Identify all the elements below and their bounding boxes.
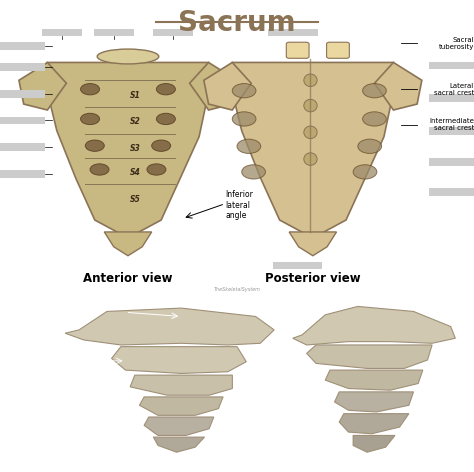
- Text: S4: S4: [130, 168, 140, 177]
- Ellipse shape: [232, 112, 256, 126]
- Polygon shape: [65, 308, 274, 345]
- Ellipse shape: [90, 164, 109, 175]
- Polygon shape: [144, 417, 214, 436]
- Text: Anterior view: Anterior view: [83, 271, 173, 285]
- FancyBboxPatch shape: [268, 28, 318, 36]
- FancyBboxPatch shape: [0, 90, 45, 98]
- Ellipse shape: [147, 164, 166, 175]
- Text: Intermediate
sacral crest: Intermediate sacral crest: [429, 118, 474, 131]
- FancyBboxPatch shape: [429, 188, 474, 196]
- Ellipse shape: [363, 112, 386, 126]
- Text: Sacrum: Sacrum: [178, 9, 296, 37]
- Polygon shape: [325, 370, 423, 390]
- FancyBboxPatch shape: [286, 42, 309, 58]
- Polygon shape: [154, 437, 204, 452]
- Ellipse shape: [81, 84, 100, 95]
- Text: S1: S1: [130, 91, 140, 100]
- Polygon shape: [232, 62, 393, 238]
- Ellipse shape: [304, 99, 317, 112]
- Text: Cx-2: Cx-2: [61, 377, 78, 386]
- FancyBboxPatch shape: [327, 42, 349, 58]
- FancyBboxPatch shape: [429, 94, 474, 102]
- Ellipse shape: [232, 84, 256, 98]
- Polygon shape: [307, 345, 432, 369]
- Polygon shape: [289, 232, 337, 256]
- FancyBboxPatch shape: [94, 28, 134, 36]
- Polygon shape: [190, 62, 237, 110]
- Text: S3: S3: [130, 144, 140, 153]
- Polygon shape: [293, 306, 456, 345]
- Text: Cx-4: Cx-4: [61, 418, 78, 427]
- Ellipse shape: [363, 84, 386, 98]
- FancyBboxPatch shape: [0, 170, 45, 178]
- FancyBboxPatch shape: [0, 42, 45, 50]
- Polygon shape: [130, 375, 232, 395]
- Ellipse shape: [156, 84, 175, 95]
- Ellipse shape: [97, 49, 159, 64]
- FancyBboxPatch shape: [429, 158, 474, 166]
- FancyBboxPatch shape: [153, 28, 193, 36]
- Text: Sacral
tuberosity: Sacral tuberosity: [438, 37, 474, 50]
- Ellipse shape: [156, 113, 175, 125]
- Text: Cx-3: Cx-3: [61, 398, 78, 407]
- Polygon shape: [139, 397, 223, 415]
- Text: Cx-1: Cx-1: [61, 356, 78, 365]
- Polygon shape: [104, 232, 152, 256]
- Polygon shape: [374, 62, 422, 110]
- Polygon shape: [47, 62, 209, 238]
- Polygon shape: [335, 392, 413, 412]
- Ellipse shape: [353, 165, 377, 179]
- Polygon shape: [111, 346, 246, 373]
- FancyBboxPatch shape: [429, 61, 474, 69]
- Text: TheSkeletalSystem: TheSkeletalSystem: [214, 287, 260, 293]
- FancyBboxPatch shape: [42, 28, 82, 36]
- Ellipse shape: [81, 113, 100, 125]
- Text: S2: S2: [130, 118, 140, 126]
- Text: sacral
articulation: sacral articulation: [78, 298, 118, 311]
- Text: S5: S5: [130, 195, 140, 204]
- Ellipse shape: [304, 126, 317, 139]
- Polygon shape: [353, 436, 395, 452]
- FancyBboxPatch shape: [0, 117, 45, 124]
- Ellipse shape: [358, 139, 382, 153]
- Text: Lateral
sacral crest: Lateral sacral crest: [434, 83, 474, 96]
- Text: Posterior view: Posterior view: [265, 271, 361, 285]
- FancyBboxPatch shape: [0, 63, 45, 71]
- Polygon shape: [204, 62, 251, 110]
- Ellipse shape: [85, 140, 104, 152]
- Ellipse shape: [304, 74, 317, 86]
- Text: Inferior
lateral
angle: Inferior lateral angle: [225, 190, 253, 220]
- FancyBboxPatch shape: [0, 143, 45, 151]
- FancyBboxPatch shape: [273, 262, 322, 269]
- Text: Cx-5: Cx-5: [61, 438, 78, 447]
- Polygon shape: [19, 62, 66, 110]
- Ellipse shape: [304, 153, 317, 165]
- FancyBboxPatch shape: [429, 127, 474, 135]
- Ellipse shape: [242, 165, 265, 179]
- Ellipse shape: [152, 140, 171, 152]
- Ellipse shape: [237, 139, 261, 153]
- Polygon shape: [339, 413, 409, 434]
